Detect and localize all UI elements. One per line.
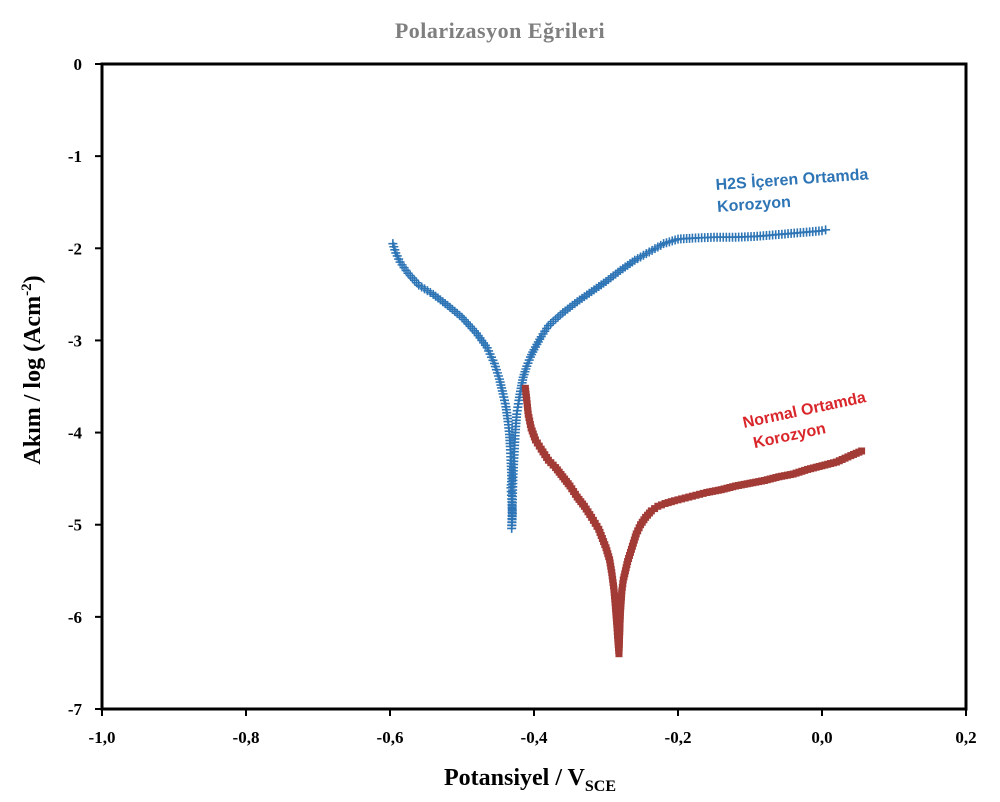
annotation-h2s: H2S İçeren Ortamda Korozyon	[715, 165, 875, 216]
data-point	[670, 497, 678, 505]
data-point	[459, 315, 469, 325]
data-point	[657, 501, 665, 509]
x-tick-label: -1,0	[89, 728, 116, 747]
x-tick-label: -0,4	[521, 728, 548, 747]
y-tick-label: -6	[68, 608, 82, 627]
x-tick-label: -0,8	[233, 728, 260, 747]
data-point	[692, 491, 700, 499]
data-point	[681, 494, 689, 502]
data-point	[463, 319, 473, 329]
data-point	[688, 492, 696, 500]
x-tick-label: 0,2	[955, 728, 976, 747]
data-point	[465, 321, 475, 331]
y-tick-label: 0	[74, 55, 83, 74]
annotation-h2s-line2: Korozyon	[717, 194, 792, 216]
data-point	[699, 489, 707, 497]
data-point	[618, 587, 626, 595]
y-axis-title: Akım / log (Acm-2)	[19, 275, 46, 464]
series-h2s	[388, 225, 831, 533]
data-point	[461, 317, 471, 327]
annotation-h2s-line1: H2S İçeren Ortamda	[715, 165, 869, 194]
x-tick-label: 0,0	[811, 728, 832, 747]
plot-area-border	[100, 62, 968, 711]
y-axis-title-main: Akım / log (Acm	[20, 296, 46, 465]
data-point	[685, 493, 693, 501]
x-axis: -1,0 -0,8 -0,6 -0,4 -0,2 0,0 0,2	[89, 709, 977, 747]
x-axis-title-main: Potansiyel / V	[444, 765, 586, 791]
data-point	[696, 490, 704, 498]
y-tick-label: -3	[68, 331, 82, 350]
series-layer	[388, 225, 866, 658]
annotation-normal: Normal Ortamda Korozyon	[741, 388, 876, 453]
x-tick-label: -0,6	[377, 728, 404, 747]
y-tick-label: -7	[68, 700, 83, 719]
x-axis-title-sub: SCE	[585, 778, 616, 795]
x-axis-title: Potansiyel / VSCE	[444, 765, 616, 795]
y-tick-label: -2	[68, 239, 82, 258]
data-point	[674, 496, 682, 504]
data-point	[467, 324, 477, 334]
data-point	[678, 495, 686, 503]
y-axis-title-sup: -2	[19, 283, 35, 296]
y-tick-label: -4	[68, 424, 83, 443]
y-tick-label: -5	[68, 516, 82, 535]
data-point	[654, 502, 662, 510]
y-axis: 0 -1 -2 -3 -4 -5 -6 -7	[68, 55, 102, 719]
data-point	[858, 447, 866, 455]
data-point	[821, 225, 831, 235]
y-axis-title-end: )	[20, 275, 46, 283]
data-point	[618, 583, 626, 591]
y-tick-label: -1	[68, 147, 82, 166]
data-point	[619, 580, 627, 588]
chart-title: Polarizasyon Eğrileri	[394, 18, 606, 43]
x-tick-label: -0,2	[665, 728, 692, 747]
series-normal	[521, 384, 866, 658]
